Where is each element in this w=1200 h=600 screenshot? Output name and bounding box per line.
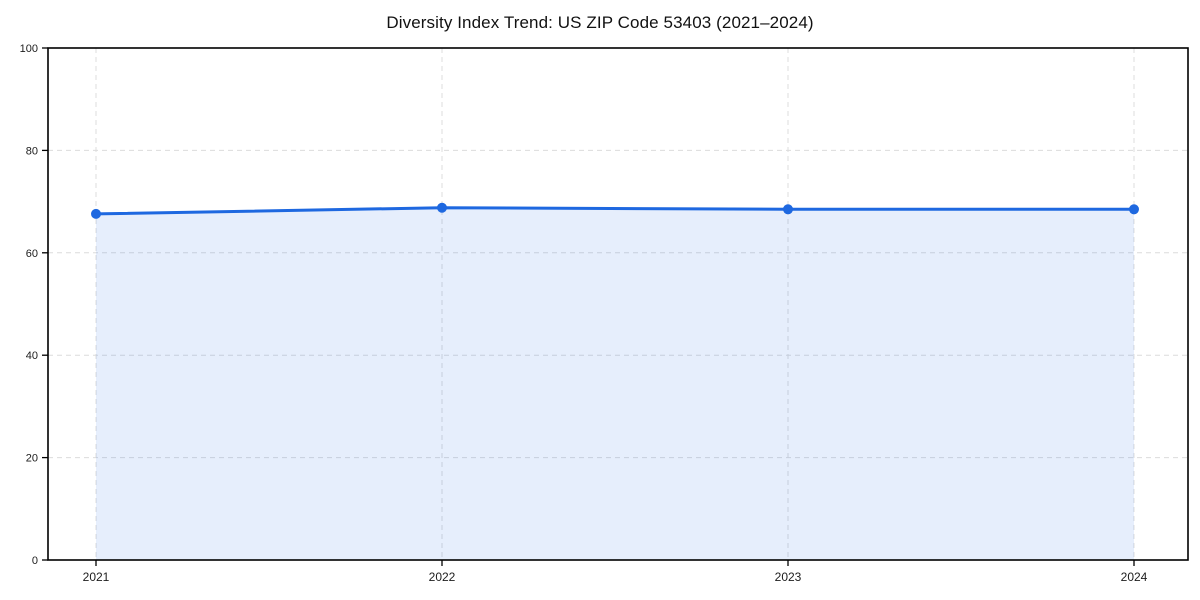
y-tick-label: 60	[26, 248, 38, 260]
x-tick-label: 2024	[1121, 570, 1148, 584]
data-point	[437, 202, 447, 213]
area-fill	[96, 207, 1134, 560]
trend-line	[94, 206, 1136, 216]
data-point	[783, 204, 793, 215]
y-tick-label: 40	[26, 350, 38, 362]
data-point	[91, 208, 101, 219]
x-tick-label: 2022	[429, 570, 456, 584]
y-tick-label: 100	[20, 43, 38, 55]
chart-title: Diversity Index Trend: US ZIP Code 53403…	[386, 13, 814, 32]
y-tick-label: 20	[26, 453, 38, 465]
x-tick-label: 2023	[775, 570, 802, 584]
y-tick-label: 80	[26, 145, 38, 157]
data-point	[1129, 204, 1139, 215]
y-tick-label: 0	[32, 555, 38, 567]
x-tick-label: 2021	[83, 570, 110, 584]
plot-border	[47, 47, 1189, 561]
